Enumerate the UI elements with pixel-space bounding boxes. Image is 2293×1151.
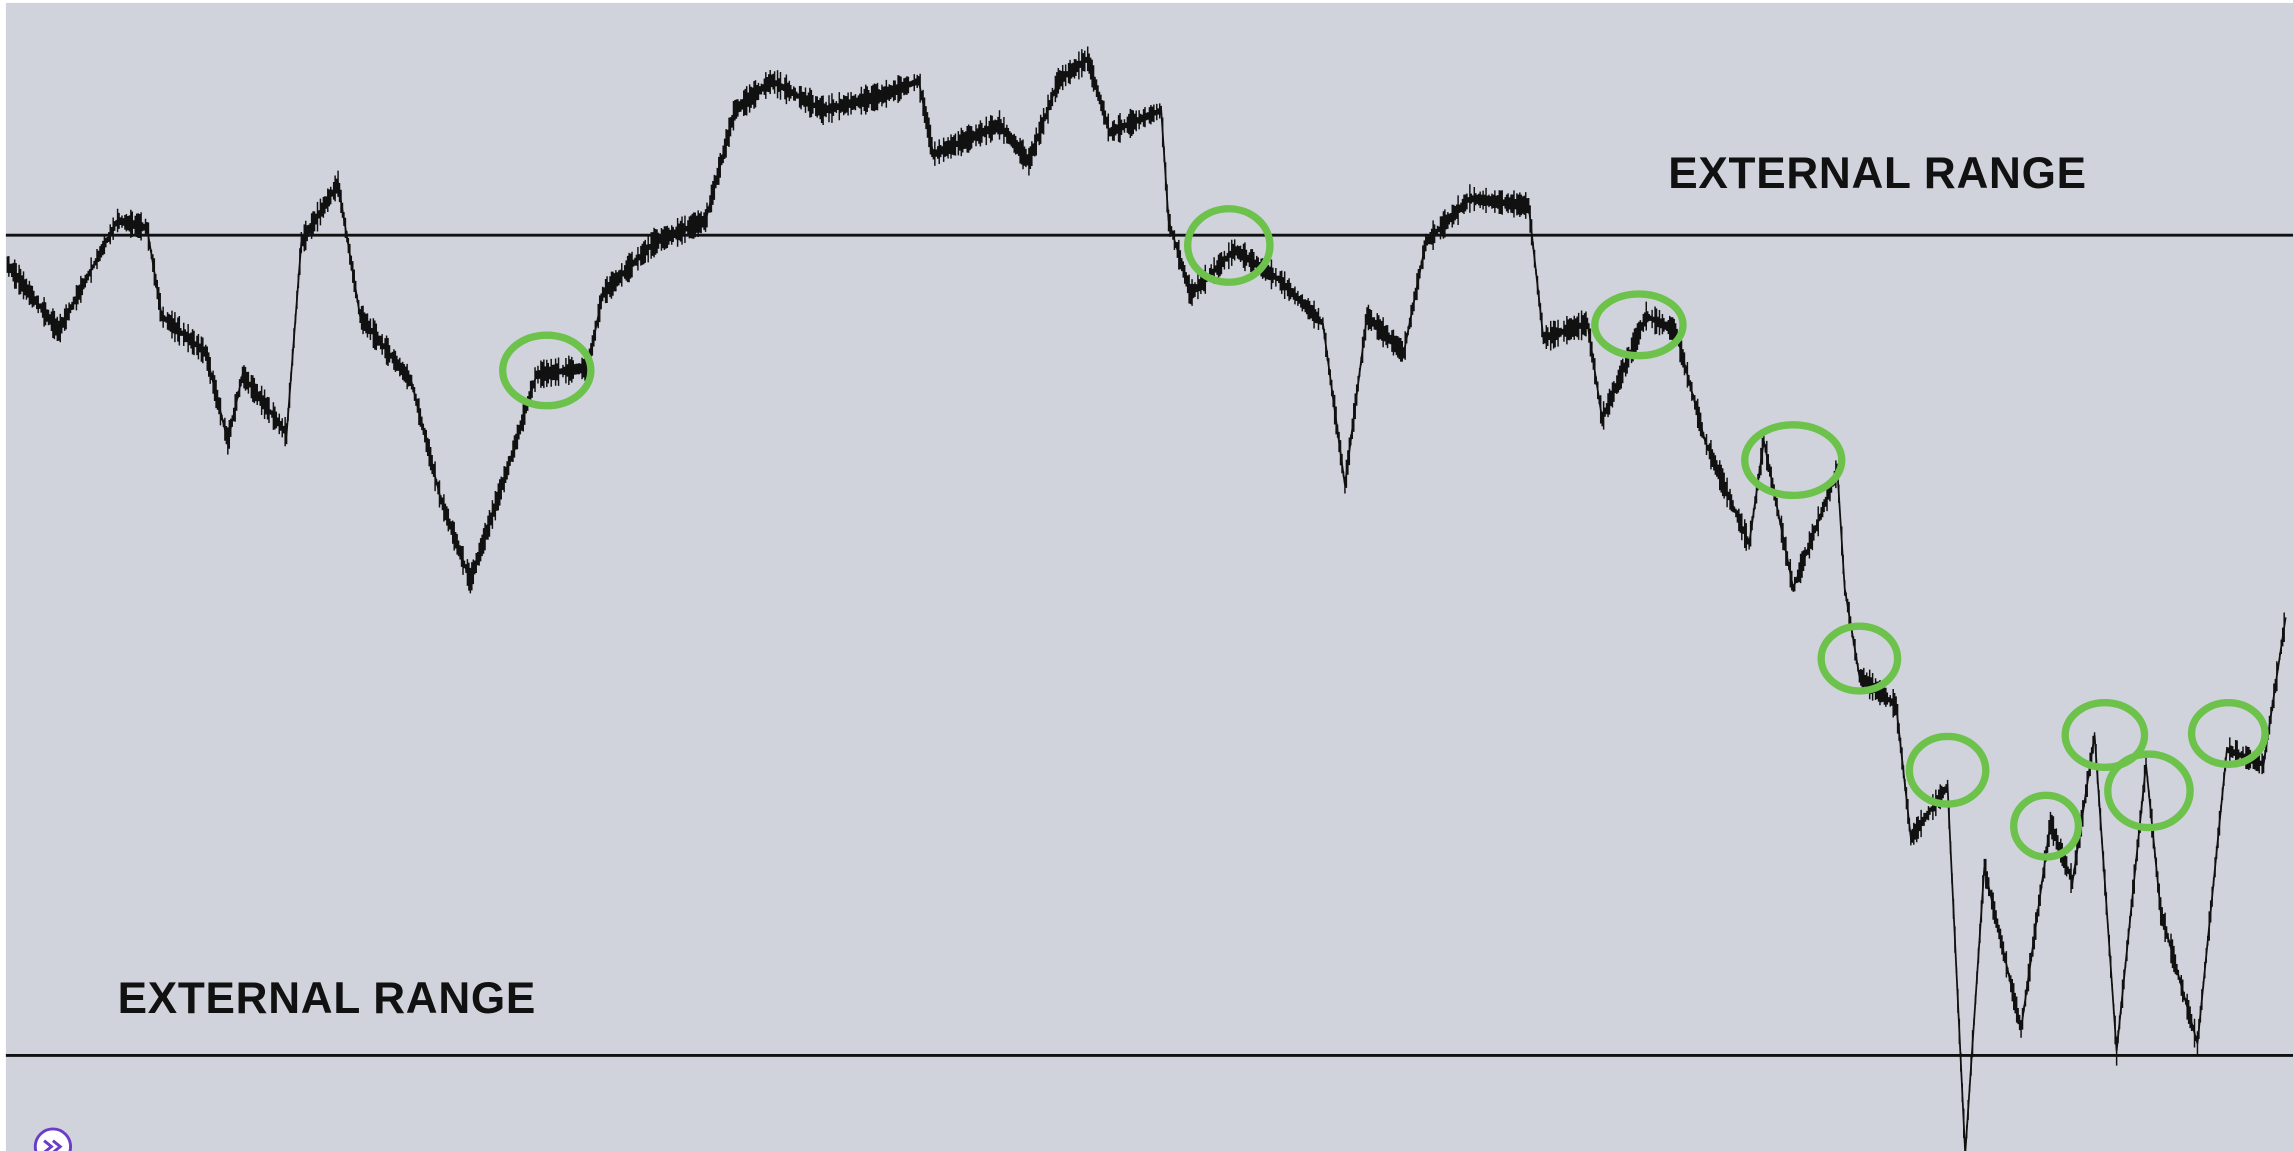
chart-background [5,2,2293,1151]
ring [2061,698,2149,772]
price-line [6,46,2287,1151]
ring [2104,750,2194,832]
ring [1183,205,1274,286]
icon-circle[interactable] [33,1127,73,1151]
ring [2187,698,2269,769]
ring [1905,732,1990,808]
highlight-rings [499,205,2269,861]
ring [1817,622,1902,695]
price-trace [6,57,2287,1151]
ring [2010,791,2083,861]
bottom-range-label: EXTERNAL RANGE [118,974,536,1023]
app-icon[interactable] [33,1127,73,1151]
ring [1741,421,1846,500]
top-range-label: EXTERNAL RANGE [1668,149,2086,198]
ring [1591,290,1687,360]
ring [499,331,595,410]
